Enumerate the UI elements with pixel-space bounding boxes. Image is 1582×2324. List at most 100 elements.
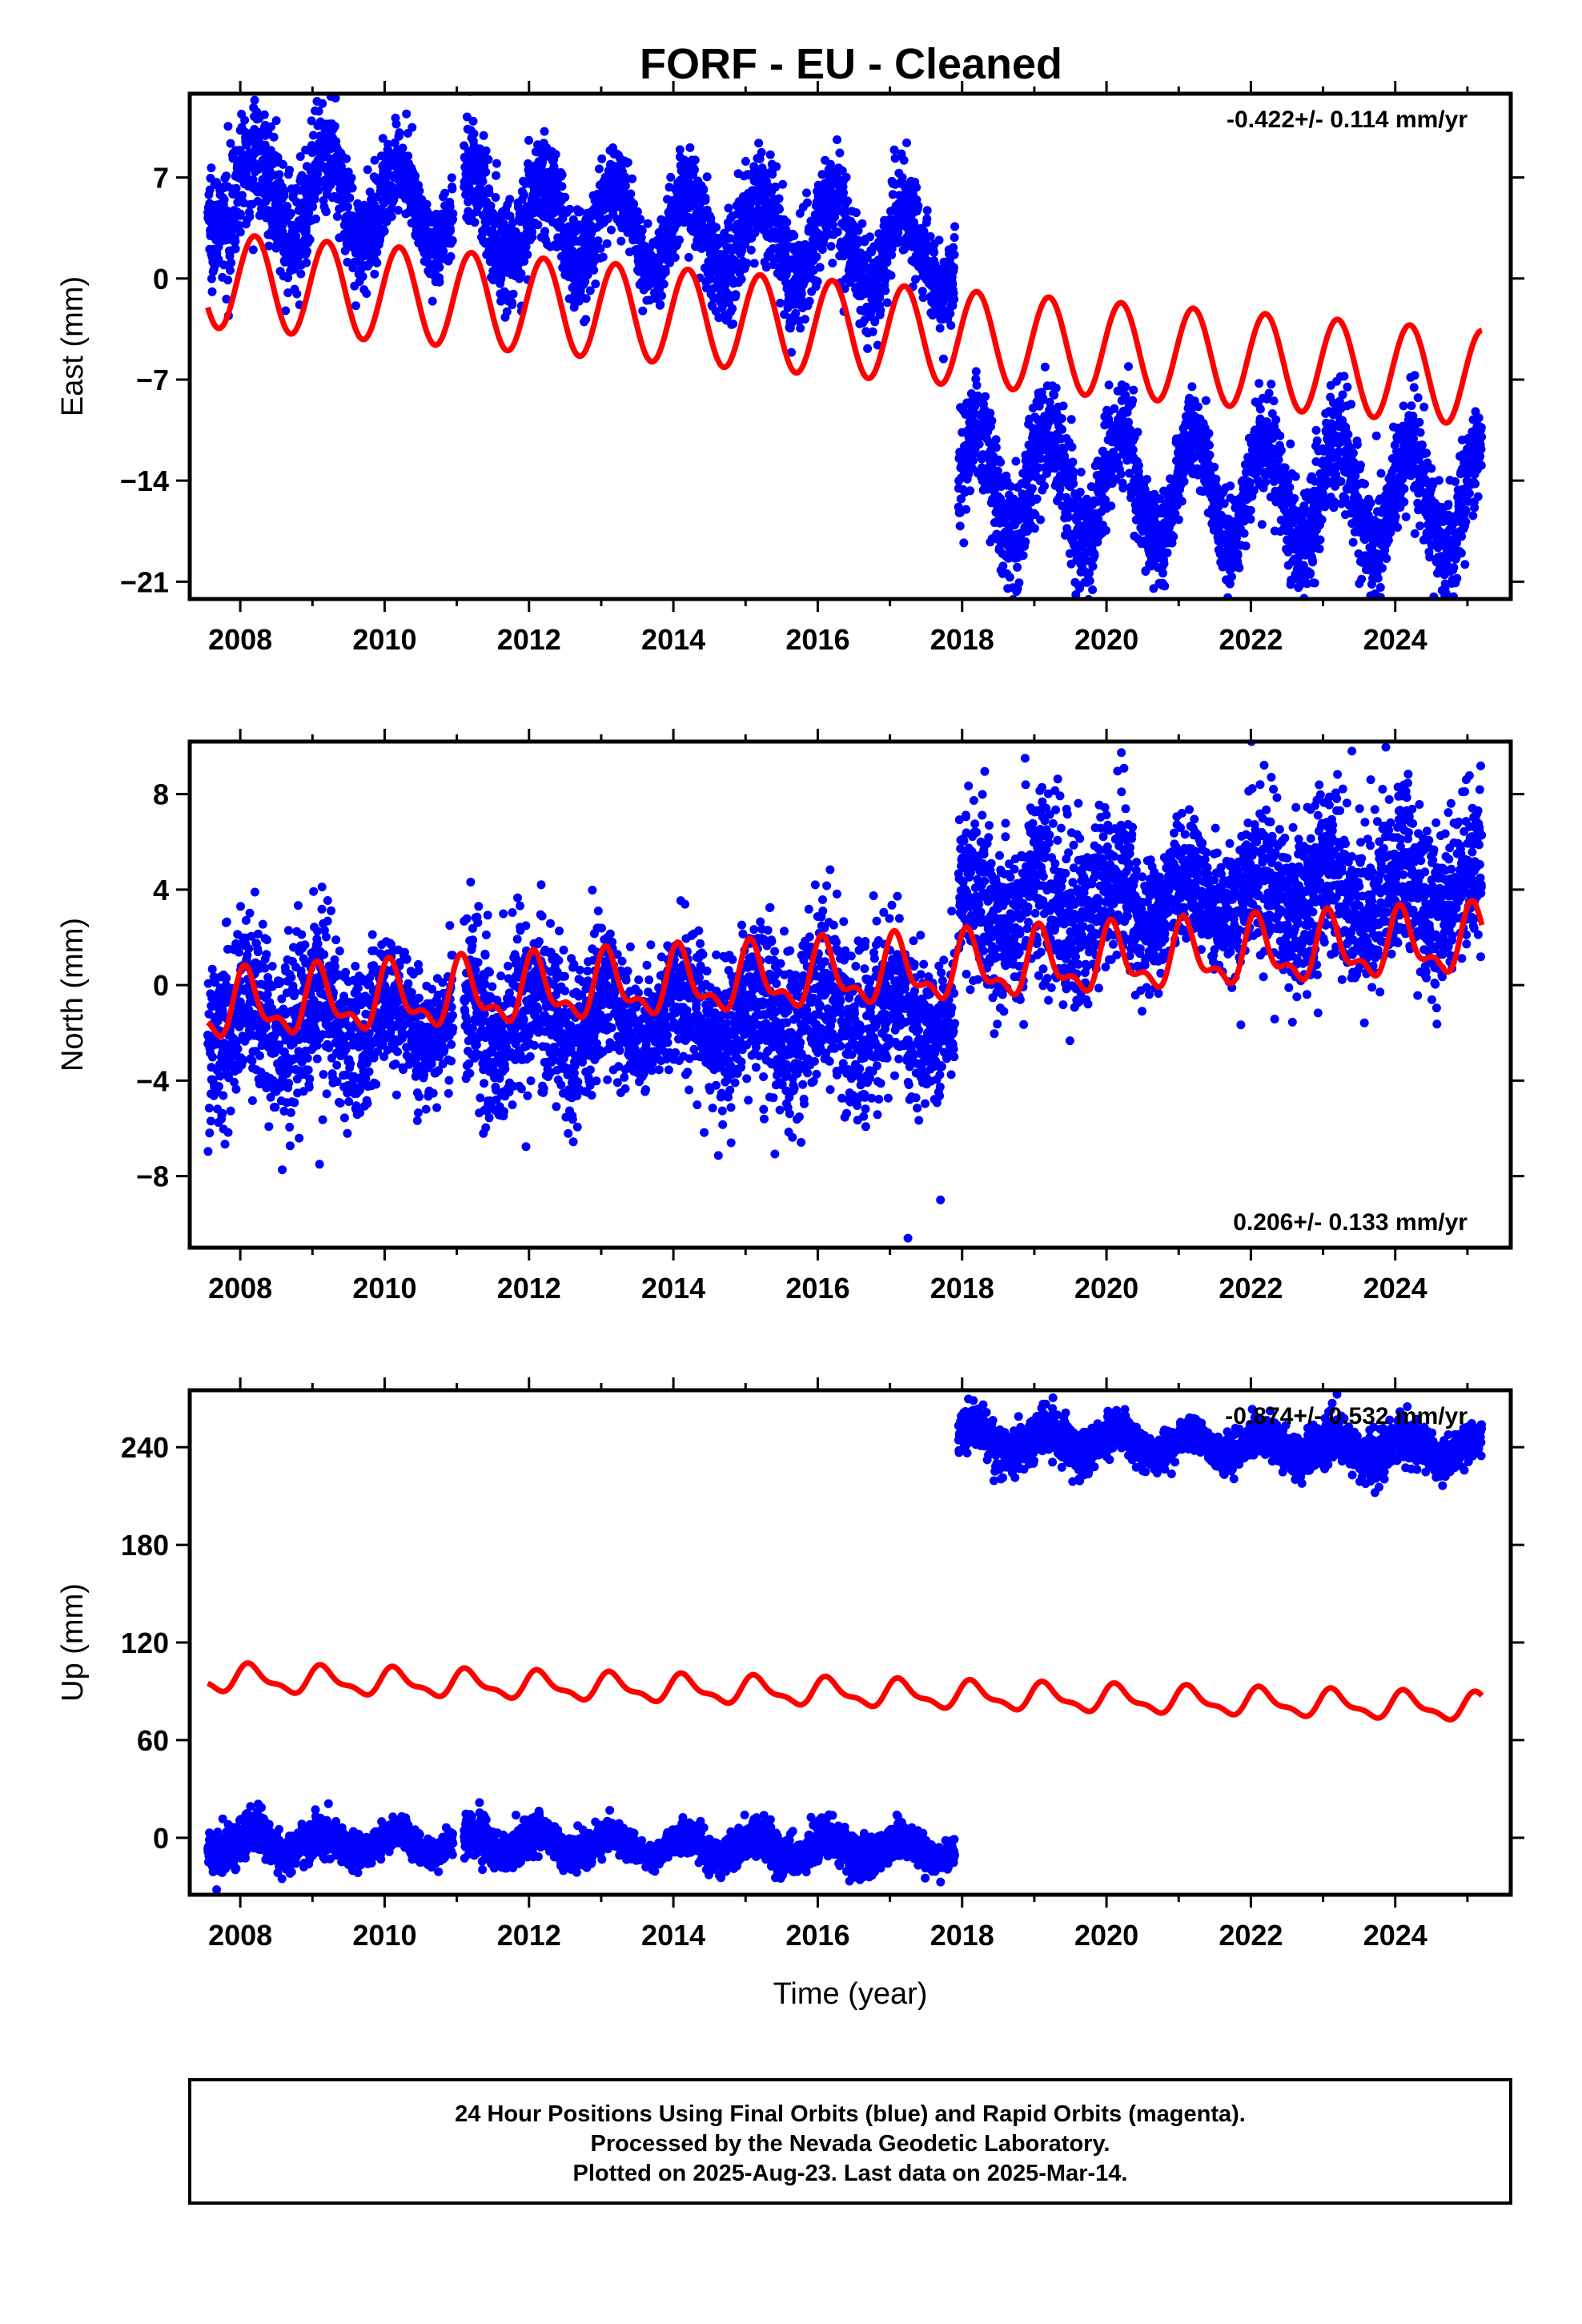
- data-point: [803, 198, 812, 207]
- data-point: [1005, 573, 1014, 582]
- data-point: [1226, 481, 1235, 491]
- data-point: [565, 204, 575, 214]
- data-point: [1075, 488, 1085, 497]
- data-point: [533, 220, 543, 230]
- data-point: [728, 304, 737, 313]
- data-point: [886, 271, 896, 280]
- data-point: [523, 250, 532, 259]
- data-point: [626, 189, 636, 199]
- data-point: [428, 296, 437, 306]
- data-point: [557, 182, 567, 191]
- data-point: [516, 269, 526, 279]
- data-point: [1090, 551, 1099, 561]
- data-point: [280, 187, 289, 196]
- data-point: [857, 219, 867, 228]
- data-point: [972, 380, 982, 390]
- data-point: [996, 457, 1006, 467]
- data-point: [876, 306, 885, 316]
- data-point: [222, 171, 231, 181]
- data-point: [422, 199, 432, 209]
- data-point: [491, 193, 500, 202]
- data-point: [502, 307, 512, 316]
- data-point: [1275, 431, 1285, 440]
- data-point: [264, 241, 274, 251]
- data-point: [347, 183, 357, 193]
- data-point: [238, 191, 247, 200]
- data-point: [219, 195, 229, 204]
- data-point: [1067, 442, 1077, 452]
- data-point: [303, 247, 311, 256]
- data-point: [520, 191, 529, 199]
- data-point: [699, 184, 709, 194]
- data-point: [817, 170, 827, 179]
- data-point: [772, 162, 781, 171]
- data-point: [435, 263, 444, 272]
- data-point: [656, 300, 665, 309]
- data-point: [470, 218, 480, 227]
- data-point: [310, 195, 319, 204]
- data-point: [1201, 396, 1211, 405]
- data-point: [1162, 548, 1172, 557]
- data-point: [227, 258, 236, 267]
- data-point: [1058, 424, 1066, 434]
- data-point: [1040, 481, 1049, 491]
- data-point: [540, 227, 549, 236]
- data-point: [1106, 501, 1116, 511]
- data-point: [926, 231, 935, 241]
- data-point: [852, 208, 861, 218]
- data-point: [757, 147, 766, 157]
- data-point: [863, 344, 873, 353]
- data-point: [789, 231, 799, 240]
- data-point: [1187, 382, 1197, 392]
- data-point: [259, 110, 269, 119]
- data-point: [236, 209, 245, 219]
- data-point: [275, 170, 284, 179]
- data-point: [1276, 445, 1286, 455]
- data-point: [881, 286, 890, 296]
- data-point: [1257, 520, 1267, 529]
- data-point: [632, 207, 642, 216]
- data-point: [950, 263, 958, 272]
- data-point: [843, 196, 853, 206]
- data-point: [1057, 414, 1066, 424]
- data-point: [888, 190, 897, 199]
- data-point: [1021, 537, 1030, 546]
- data-point: [439, 247, 448, 256]
- data-point: [922, 206, 932, 215]
- data-point: [390, 138, 400, 147]
- data-point: [701, 283, 711, 293]
- data-point: [1069, 479, 1078, 489]
- data-point: [292, 289, 302, 299]
- data-point: [214, 255, 223, 264]
- data-point: [911, 275, 920, 284]
- data-point: [468, 116, 478, 126]
- data-point: [447, 173, 456, 183]
- data-point: [594, 164, 604, 174]
- data-point: [1134, 460, 1143, 470]
- data-point: [484, 155, 493, 164]
- data-point: [365, 187, 375, 197]
- data-point: [1051, 384, 1061, 392]
- data-point: [1205, 450, 1215, 460]
- data-point: [1088, 585, 1098, 594]
- data-point: [737, 275, 746, 284]
- data-point: [469, 129, 479, 139]
- data-point: [307, 116, 316, 126]
- data-point: [870, 317, 880, 327]
- data-point: [314, 107, 323, 116]
- data-point: [591, 279, 600, 288]
- data-point: [314, 186, 323, 195]
- data-point: [912, 183, 921, 192]
- data-point: [731, 290, 741, 300]
- data-point: [725, 234, 735, 243]
- data-point: [670, 253, 680, 262]
- data-point: [959, 538, 969, 548]
- data-point: [829, 220, 837, 230]
- data-point: [1204, 428, 1214, 438]
- data-point: [448, 235, 457, 245]
- data-point: [222, 295, 231, 304]
- data-point: [1116, 469, 1126, 479]
- data-point: [1227, 572, 1236, 581]
- data-point: [813, 277, 822, 286]
